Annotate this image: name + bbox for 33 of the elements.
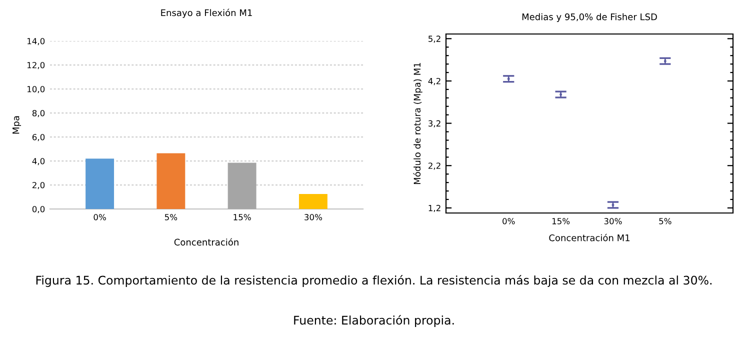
y-tick-label: 8,0 [32, 110, 45, 118]
x-tick-label: 0% [502, 218, 515, 224]
y-tick-label: 5,2 [428, 36, 440, 43]
y-tick-label: 4,0 [32, 158, 45, 166]
bar [156, 153, 186, 209]
y-tick-label: 4,2 [428, 78, 440, 86]
chart-title: Medias y 95,0% de Fisher LSD [522, 13, 657, 22]
y-axis-title: Módulo de rotura (Mpa) M1 [413, 62, 422, 184]
x-tick-label: 15% [234, 214, 251, 220]
bar [228, 162, 256, 209]
text: Figura 15. Comportamiento de la resistencia promedio a flexión. La resistencia más baja se da con mezcla al 30%. [36, 275, 712, 287]
y-axis-title: Mpa [12, 116, 22, 134]
y-tick-label: 10,0 [28, 86, 45, 94]
y-tick-label: 14,0 [28, 38, 45, 46]
y-tick-label: 2,2 [428, 162, 440, 170]
y-tick-label: 12,0 [28, 62, 45, 70]
y-tick-label: 6,0 [32, 134, 45, 142]
y-tick-label: 3,2 [428, 120, 440, 128]
x-tick-label: 30% [304, 214, 322, 220]
x-tick-label: 5% [164, 214, 178, 220]
y-tick-label: 2,0 [32, 182, 45, 190]
y-tick-label: 1,2 [428, 204, 440, 212]
x-tick-label: 30% [604, 218, 622, 224]
x-tick-label: 5% [659, 218, 672, 224]
x-tick-label: 0% [94, 214, 106, 220]
y-tick-label: 0,0 [32, 206, 45, 214]
source-note: Fuente: Elaboración propia. [294, 315, 454, 327]
chart-title: Ensayo a Flexión M1 [161, 8, 252, 18]
bar [86, 158, 114, 209]
x-axis-title: Concentración M1 [549, 234, 630, 242]
x-axis-title: Concentración [174, 238, 238, 246]
x-tick-label: 15% [552, 218, 570, 224]
bar [298, 194, 328, 209]
